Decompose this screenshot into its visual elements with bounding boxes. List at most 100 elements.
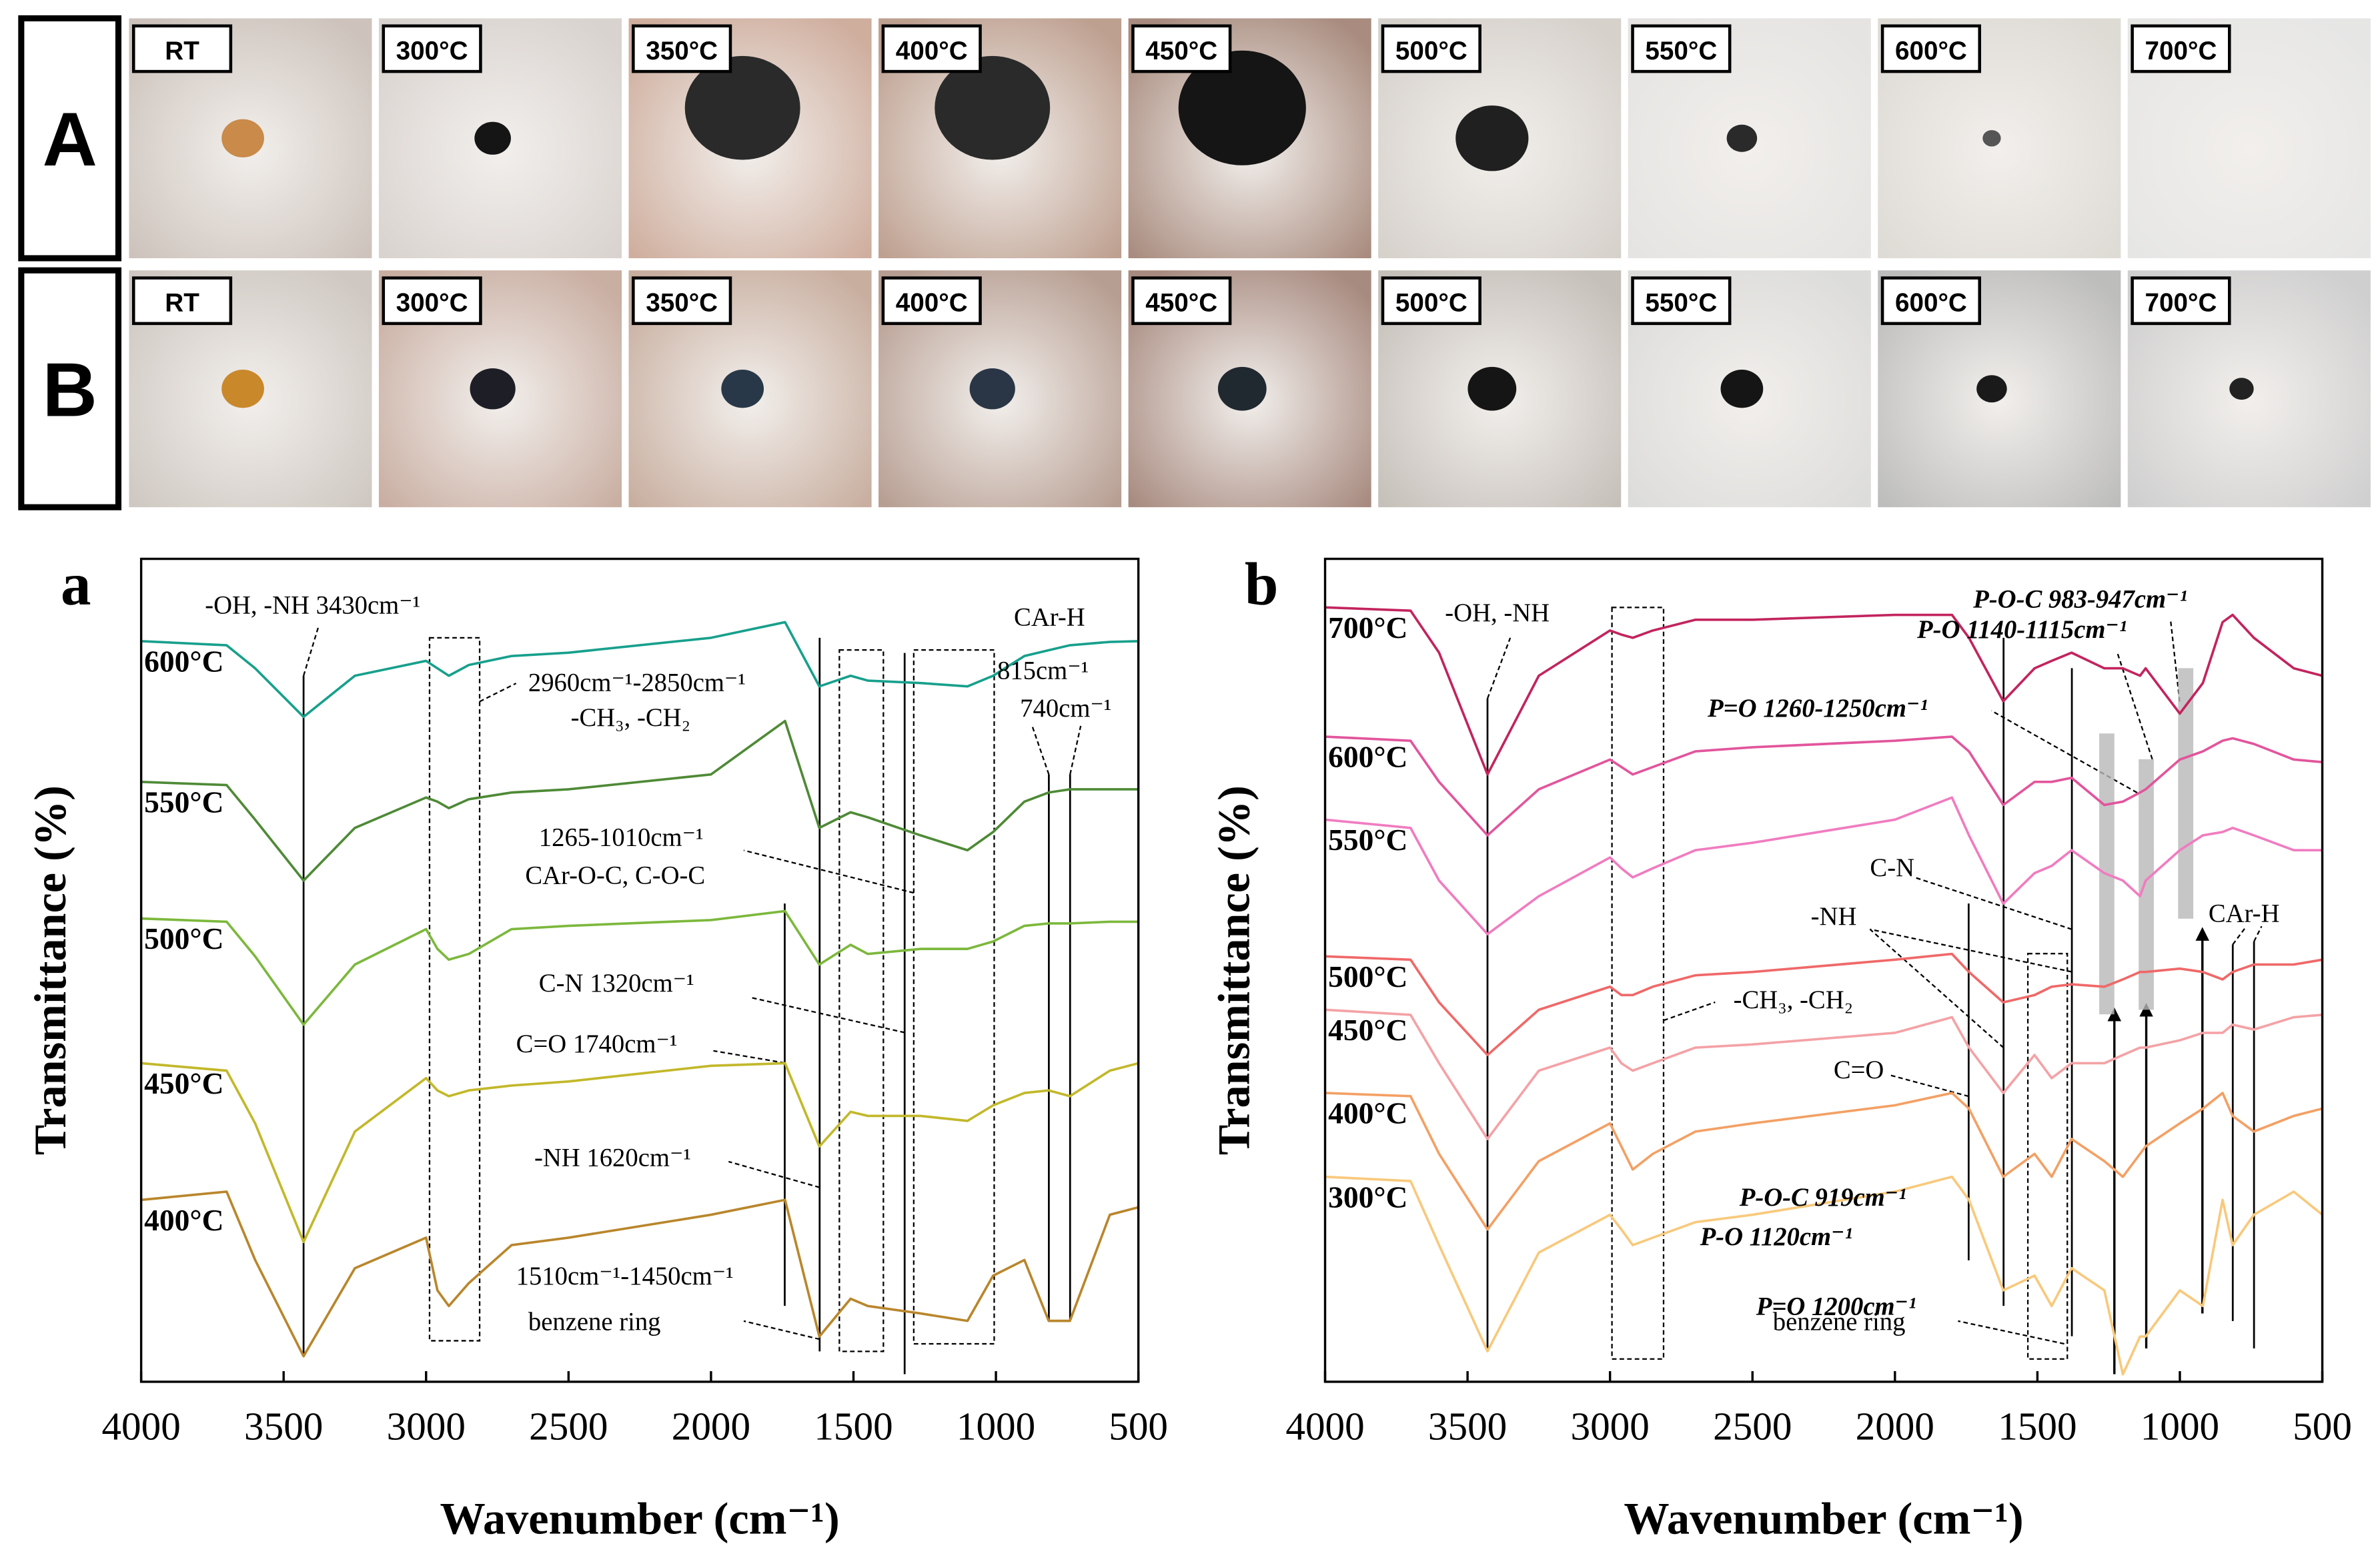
- x-tick-label: 3500: [244, 1404, 323, 1448]
- annotation: -OH, -NH: [1445, 599, 1550, 627]
- sample: [474, 121, 511, 155]
- photo-label: 450°C: [1145, 289, 1217, 318]
- leader-line: [728, 1160, 820, 1188]
- leader-line: [743, 849, 915, 894]
- annotation: C-N: [1870, 854, 1914, 882]
- leader-line: [1031, 725, 1050, 775]
- spectrum-line: [1325, 1092, 2323, 1231]
- annotation: -NH: [1811, 903, 1857, 931]
- leader-line: [1990, 710, 2138, 793]
- series-label: 700°C: [1328, 611, 1407, 645]
- spectrum-line: [1325, 952, 2323, 1057]
- photo-label: 350°C: [646, 37, 718, 65]
- x-tick-label: 2000: [1856, 1404, 1934, 1448]
- leader-line: [479, 683, 517, 703]
- leader-line: [2232, 925, 2247, 945]
- photo-label: 450°C: [1145, 37, 1217, 65]
- series-label: 550°C: [144, 785, 223, 819]
- spectrum-line: [1325, 606, 2323, 776]
- photo-label: 500°C: [1395, 37, 1467, 65]
- photo-label-box: [131, 276, 233, 326]
- plot-frame: [1323, 557, 2324, 1383]
- annotation: -CH₃, -CH₂: [1734, 986, 1854, 1014]
- x-tick-label: 2000: [672, 1404, 750, 1448]
- photo-label-box: [131, 24, 233, 73]
- y-axis-label: Transmittance (%): [1209, 785, 1259, 1155]
- leader-line: [1958, 1320, 2064, 1345]
- photo-label: 600°C: [1895, 37, 1967, 65]
- leader-line: [713, 1050, 785, 1064]
- x-tick-label: 3000: [387, 1404, 466, 1448]
- series-label: 550°C: [1328, 823, 1407, 857]
- leader-line: [1486, 637, 1512, 699]
- spectrum-line: [1325, 1175, 2323, 1376]
- sample: [1217, 366, 1267, 411]
- annotation: 815cm⁻¹: [997, 657, 1089, 685]
- annotation: CAr-H: [1014, 604, 1085, 632]
- sample: [1467, 366, 1517, 411]
- sample: [1982, 129, 2001, 147]
- annotation: 2960cm⁻¹-2850cm⁻¹: [528, 669, 746, 697]
- spectrum-line: [1325, 796, 2323, 935]
- spectrum-line: [1325, 735, 2323, 837]
- row-label: A: [43, 97, 97, 182]
- panel-title: b: [1245, 550, 1279, 618]
- photo-label: 300°C: [396, 289, 468, 318]
- annotation: 740cm⁻¹: [1020, 695, 1111, 723]
- photo-label-box: [2131, 24, 2231, 73]
- series-label: 500°C: [1328, 959, 1407, 994]
- leader-line: [1663, 1001, 1716, 1022]
- series-label: 300°C: [1328, 1180, 1407, 1214]
- sample: [1726, 124, 1758, 152]
- photo-label-box: [1131, 276, 1232, 326]
- x-tick-label: 1500: [1998, 1404, 2076, 1448]
- leader-line: [2253, 925, 2263, 942]
- leader-line: [1889, 1074, 1969, 1098]
- plot-frame: [139, 557, 1140, 1383]
- annotation: 1265-1010cm⁻¹: [539, 824, 704, 852]
- row-label-box: [18, 267, 122, 510]
- photo-label-box: [1880, 276, 1981, 326]
- photo-label-box: [1131, 24, 1232, 73]
- annotation: -OH, -NH 3430cm⁻¹: [205, 591, 420, 619]
- annotation: -NH 1620cm⁻¹: [534, 1144, 691, 1172]
- annotation: benzene ring: [1773, 1308, 1906, 1336]
- photo-label-box: [382, 276, 482, 326]
- annotation: CAr-O-C, C-O-C: [525, 862, 705, 890]
- photo-label-box: [1631, 276, 1732, 326]
- series-label: 600°C: [1328, 739, 1407, 773]
- spectrum-line: [141, 621, 1139, 719]
- photo-label: 500°C: [1395, 289, 1467, 318]
- annotation: C-N 1320cm⁻¹: [539, 969, 694, 998]
- sample: [221, 370, 264, 408]
- band-box: [838, 649, 884, 1352]
- photo-label-box: [1381, 24, 1481, 73]
- spectrum-line: [1325, 1008, 2323, 1140]
- sample: [221, 119, 264, 157]
- x-tick-label: 3000: [1571, 1404, 1650, 1448]
- leader-line: [743, 1320, 820, 1340]
- sample: [1455, 105, 1529, 171]
- leader-line: [2169, 619, 2181, 702]
- leader-line: [2117, 653, 2153, 760]
- sample: [2229, 378, 2254, 400]
- annotation: 1510cm⁻¹-1450cm⁻¹: [516, 1262, 734, 1290]
- x-axis-label: Wavenumber (cm⁻¹): [440, 1493, 839, 1543]
- sample: [969, 368, 1015, 410]
- row-label-box: [18, 15, 122, 262]
- row-label: B: [43, 348, 97, 433]
- x-tick-label: 2500: [1713, 1404, 1792, 1448]
- annotation: C=O: [1834, 1056, 1884, 1084]
- photo-label-box: [632, 24, 732, 73]
- spectrum-line: [141, 1190, 1139, 1358]
- x-tick-label: 500: [2293, 1404, 2352, 1448]
- photo-label-box: [1381, 276, 1481, 326]
- photo-label: 550°C: [1645, 289, 1717, 318]
- photo-label: 350°C: [646, 289, 718, 318]
- annotation: CAr-H: [2209, 899, 2280, 927]
- photo-label: RT: [165, 289, 199, 318]
- leader-line: [1069, 725, 1082, 775]
- x-tick-label: 1000: [957, 1404, 1035, 1448]
